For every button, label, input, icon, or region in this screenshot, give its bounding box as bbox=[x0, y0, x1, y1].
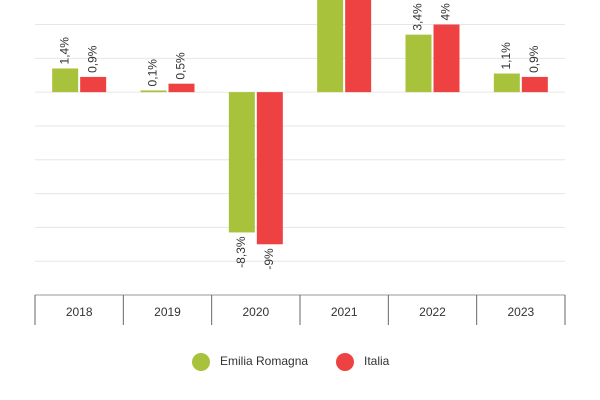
bar bbox=[228, 92, 255, 233]
bar bbox=[140, 90, 167, 93]
value-label: -8,3% bbox=[234, 236, 248, 268]
x-tick-label: 2023 bbox=[507, 305, 534, 319]
legend-label: Italia bbox=[364, 354, 390, 368]
bar bbox=[493, 73, 520, 93]
bar bbox=[256, 92, 283, 245]
value-label: 0,9% bbox=[527, 45, 541, 73]
x-tick-label: 2021 bbox=[331, 305, 358, 319]
legend-marker bbox=[192, 353, 210, 371]
value-label: 0,1% bbox=[146, 59, 160, 87]
legend-marker bbox=[336, 353, 354, 371]
x-tick-label: 2019 bbox=[154, 305, 181, 319]
value-label: 1,4% bbox=[57, 37, 71, 65]
value-label: -9% bbox=[262, 248, 276, 270]
x-tick-label: 2020 bbox=[242, 305, 269, 319]
bar bbox=[168, 83, 195, 93]
bar bbox=[80, 76, 107, 93]
bar bbox=[317, 0, 344, 93]
legend-label: Emilia Romagna bbox=[220, 354, 308, 368]
value-label: 3,4% bbox=[411, 3, 425, 31]
value-label: 0,5% bbox=[174, 52, 188, 80]
bar bbox=[405, 34, 432, 93]
bar bbox=[521, 76, 548, 93]
value-label: 0,9% bbox=[85, 45, 99, 73]
x-tick-label: 2018 bbox=[66, 305, 93, 319]
value-label: 4% bbox=[439, 3, 453, 21]
bar bbox=[433, 24, 460, 93]
bar bbox=[345, 0, 372, 93]
x-tick-label: 2022 bbox=[419, 305, 446, 319]
value-label: 1,1% bbox=[499, 42, 513, 70]
bar bbox=[52, 68, 79, 93]
